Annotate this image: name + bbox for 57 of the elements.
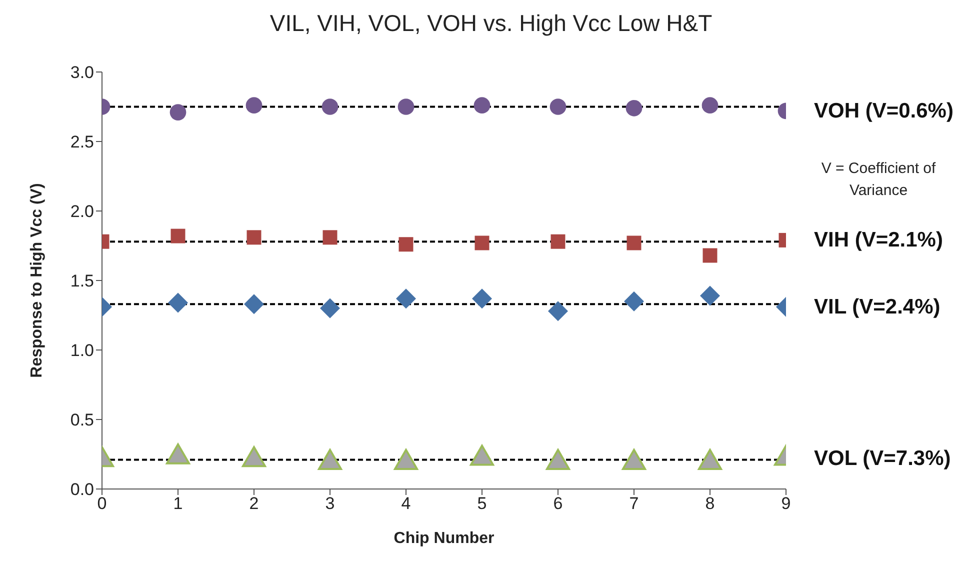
x-tick-label: 4 [401, 494, 411, 514]
x-tick-label: 5 [477, 494, 487, 514]
point [624, 291, 644, 312]
point [166, 443, 190, 464]
point [470, 444, 494, 466]
point [474, 97, 490, 114]
x-tick-label: 0 [97, 494, 107, 514]
y-tick-label: 2.0 [70, 202, 94, 222]
point [702, 97, 718, 114]
point [548, 301, 568, 322]
point [242, 446, 266, 468]
point [550, 234, 566, 249]
point [398, 237, 414, 252]
point [170, 228, 186, 244]
point [702, 248, 718, 263]
y-tick-label: 3.0 [70, 63, 94, 82]
y-tick-label: 0.0 [70, 480, 94, 500]
point [322, 98, 338, 115]
text: V = Coefficient of Variance [820, 159, 937, 201]
point [550, 98, 566, 115]
point [474, 236, 490, 250]
point [698, 448, 722, 470]
point [398, 98, 414, 115]
point [396, 288, 416, 309]
x-tick-label: 2 [249, 494, 259, 514]
point [546, 448, 570, 470]
y-tick-label: 1.0 [70, 341, 94, 360]
x-axis-title: Chip Number [394, 530, 494, 547]
y-axis-title: Response to High Vcc (V) [28, 183, 46, 378]
point [622, 448, 646, 470]
point [318, 448, 342, 470]
x-tick-label: 6 [553, 494, 563, 514]
point [626, 100, 642, 116]
point [246, 230, 262, 245]
x-tick-label: 8 [705, 494, 715, 514]
x-tick-label: 9 [781, 494, 791, 514]
y-tick-label: 1.5 [70, 272, 94, 291]
series-label: VOL (V=7.3%) [814, 446, 951, 470]
point [700, 286, 720, 306]
x-tick-label: 7 [629, 494, 639, 514]
point [168, 292, 188, 313]
y-tick-label: 0.5 [70, 410, 94, 430]
chart-title: VIL, VIH, VOL, VOH vs. High Vcc Low H&T [268, 10, 714, 37]
point [626, 236, 642, 250]
series-label: VOH (V=0.6%) [814, 99, 954, 122]
point [320, 298, 340, 318]
point [244, 294, 264, 314]
point [170, 104, 186, 120]
point [246, 97, 262, 114]
point [322, 230, 338, 245]
point [394, 448, 418, 470]
point [472, 288, 492, 309]
x-tick-label: 1 [173, 494, 183, 514]
x-tick-label: 3 [325, 494, 335, 514]
y-tick-label: 2.5 [70, 132, 94, 152]
series-label: VIL (V=2.4%) [814, 295, 940, 318]
series-label: VIH (V=2.1%) [814, 228, 943, 252]
